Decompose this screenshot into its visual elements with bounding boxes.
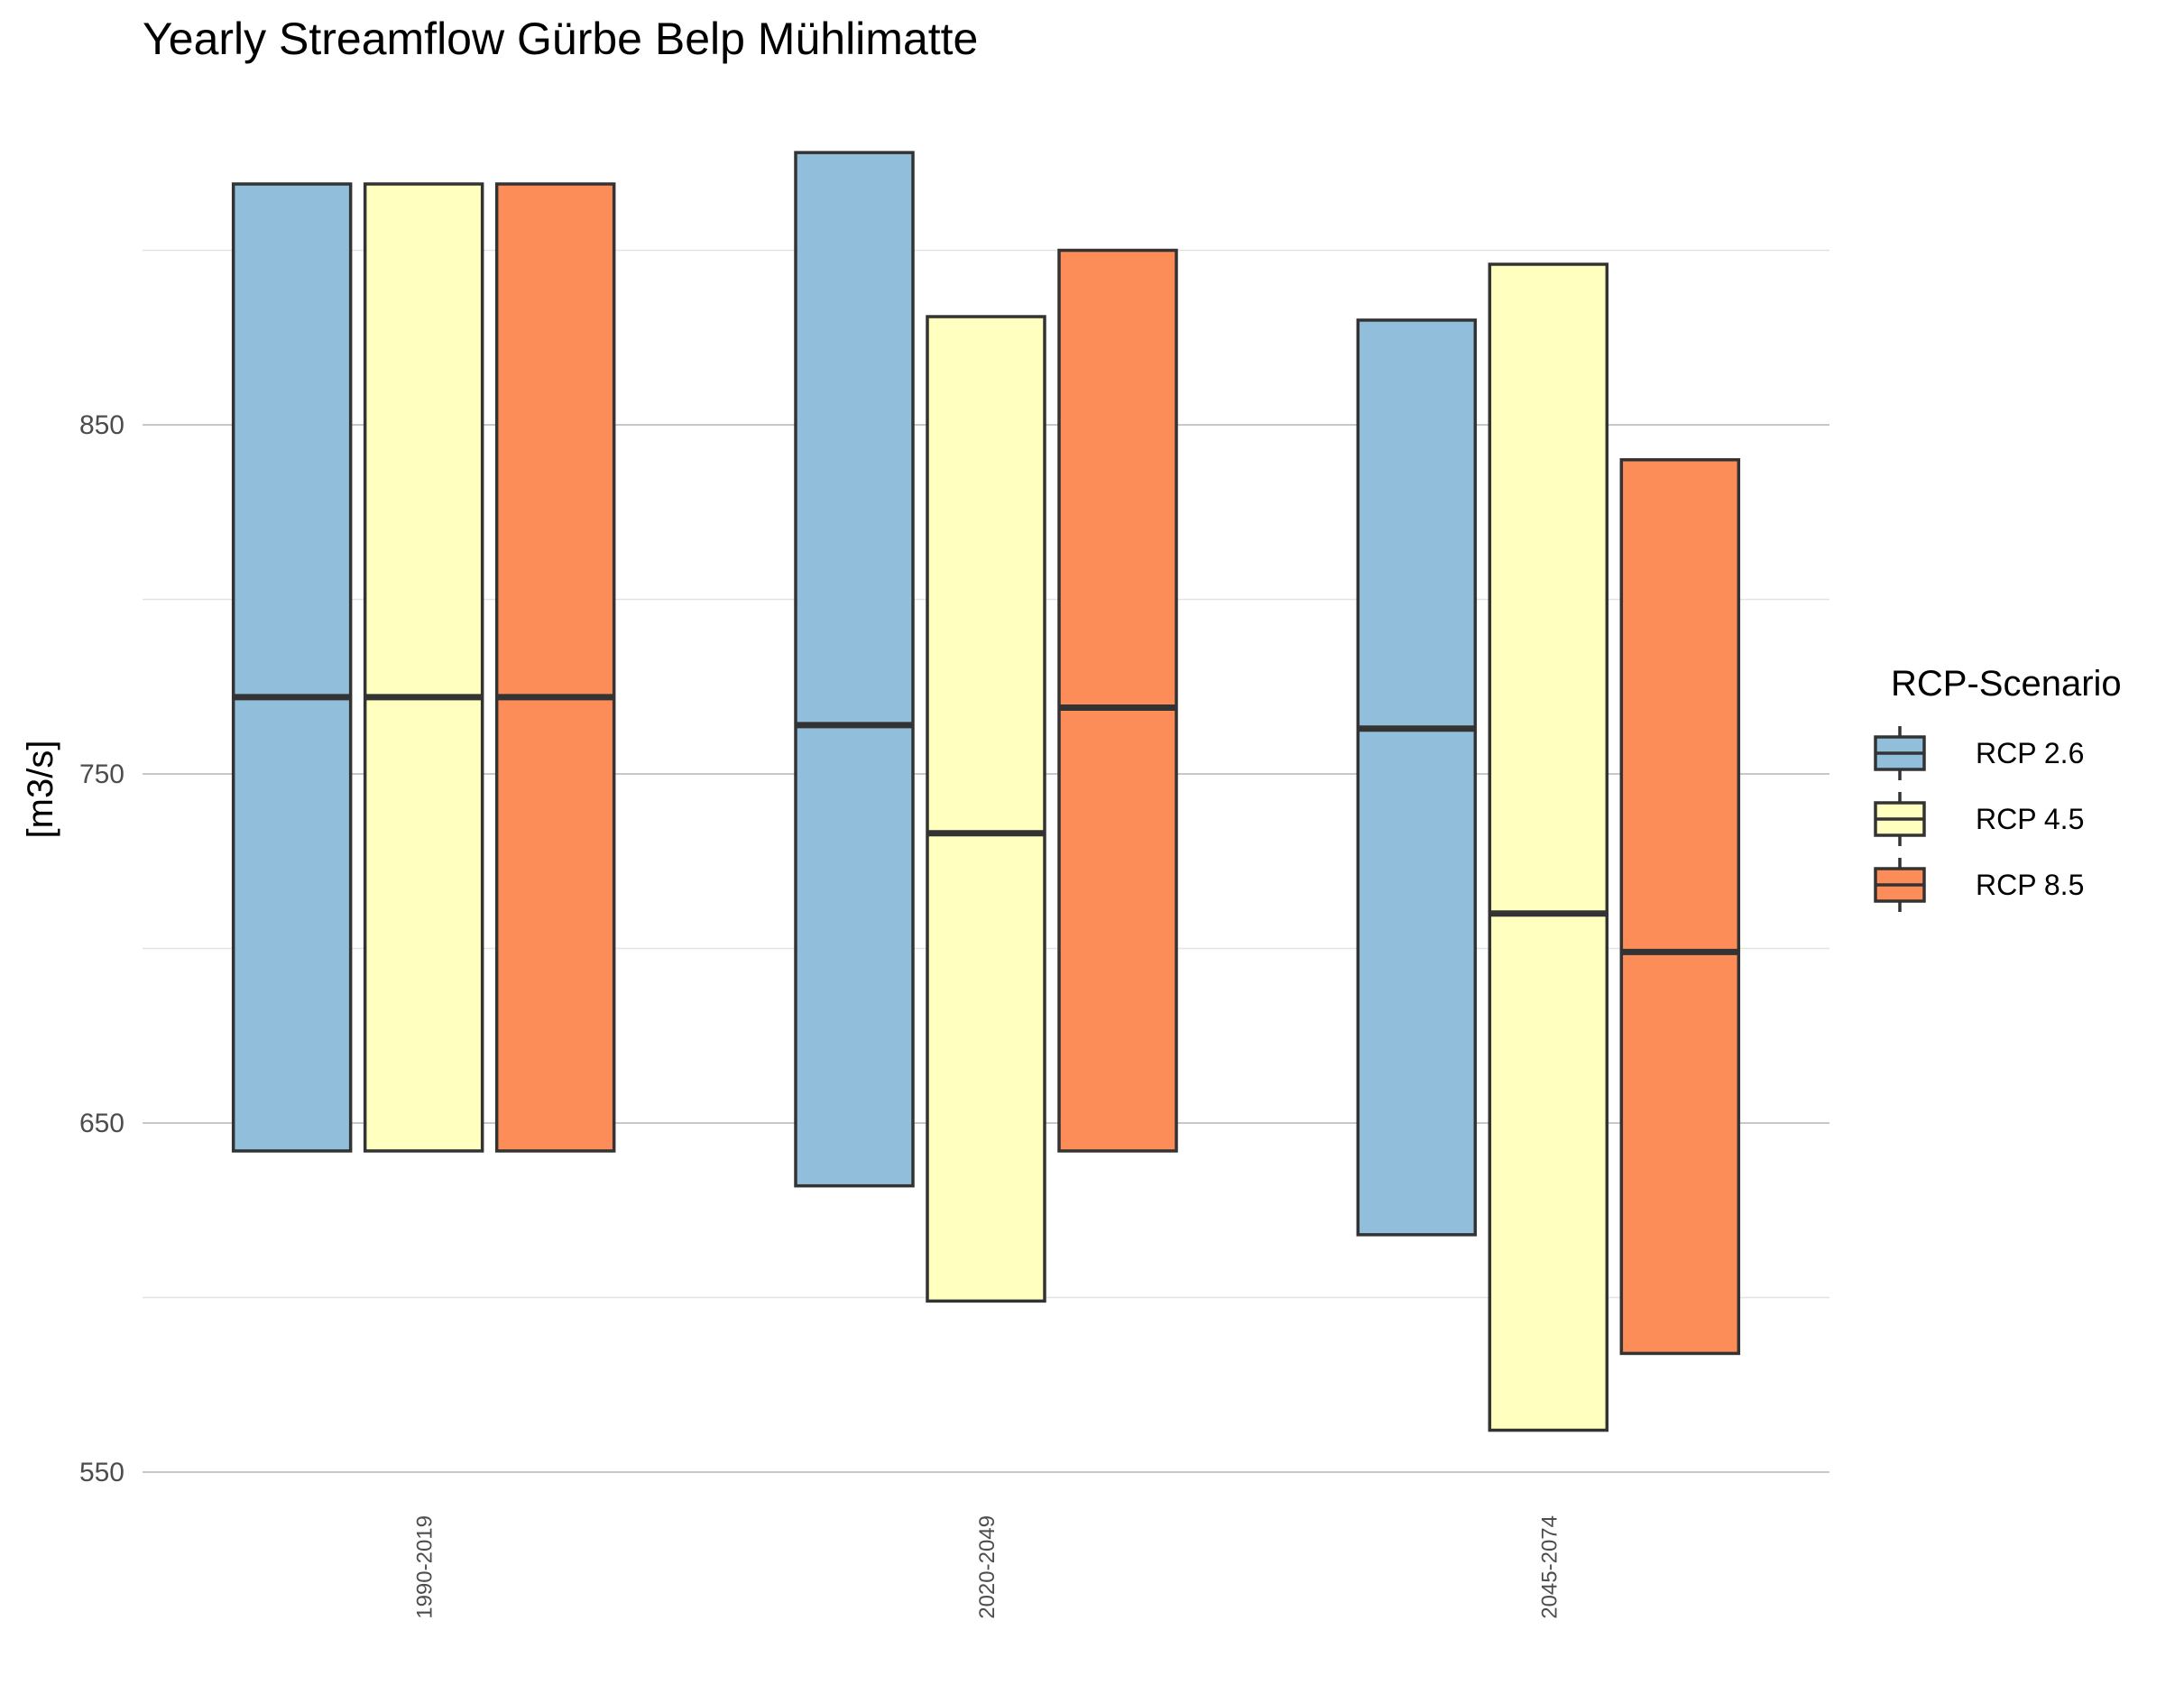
legend-item: RCP 4.5 [1874,792,2084,846]
box-rcp-2-6-1990-2019 [231,182,353,1153]
x-tick-label: 1990-2019 [413,1515,438,1619]
legend-label: RCP 8.5 [1976,869,2084,901]
x-tick-label: 2020-2049 [975,1515,1000,1619]
legend-label: RCP 2.6 [1976,737,2084,769]
y-axis-ticks: 550 650 750 850 [79,410,124,1487]
box-rcp-2-6-2020-2049 [794,151,915,1188]
legend: RCP-Scenario RCP 2.6 RCP 4.5 RCP 8.5 [1874,664,2122,912]
box-rcp-4-5-2045-2074 [1488,262,1609,1432]
box-rcp-8-5-2045-2074 [1619,457,1741,1356]
box-rcp-8-5-2020-2049 [1057,248,1178,1153]
box-rcp-8-5-1990-2019 [494,182,616,1153]
x-tick-label: 2045-2074 [1537,1515,1562,1619]
y-axis-label: [m3/s] [21,741,60,839]
legend-item: RCP 8.5 [1874,858,2084,912]
y-tick-label: 850 [79,410,124,440]
box-rcp-2-6-2045-2074 [1356,318,1478,1237]
y-tick-label: 550 [79,1458,124,1487]
y-tick-label: 750 [79,760,124,789]
y-tick-label: 650 [79,1109,124,1138]
box-rcp-4-5-2020-2049 [926,315,1046,1303]
legend-items: RCP 2.6 RCP 4.5 RCP 8.5 [1874,726,2084,912]
legend-item: RCP 2.6 [1874,726,2084,780]
legend-label: RCP 4.5 [1976,803,2084,835]
chart-title: Yearly Streamflow Gürbe Belp Mühlimatte [143,14,978,64]
box-rcp-4-5-1990-2019 [363,182,484,1153]
x-axis-ticks: 1990-2019 2020-2049 2045-2074 [413,1515,1562,1619]
plot-area [231,151,1741,1432]
legend-title: RCP-Scenario [1891,664,2122,704]
